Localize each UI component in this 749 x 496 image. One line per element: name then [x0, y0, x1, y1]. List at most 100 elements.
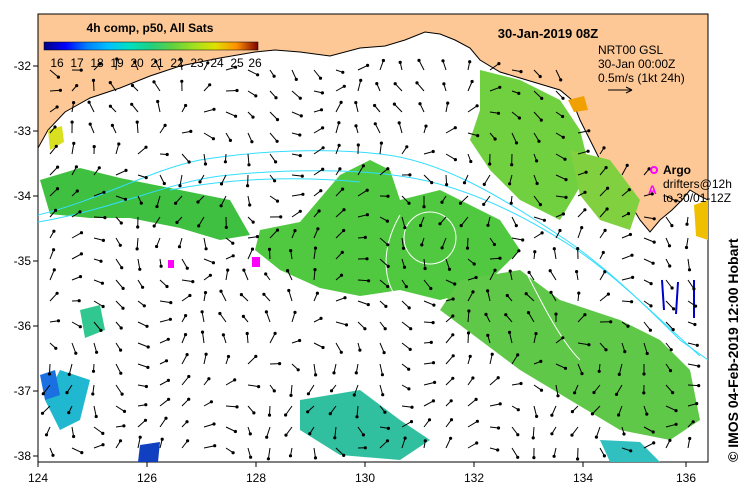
current-vector-head	[431, 361, 436, 365]
current-vector	[181, 354, 188, 365]
current-vector-head	[504, 313, 508, 317]
current-vector-head	[383, 327, 387, 331]
current-vector-head	[117, 142, 121, 146]
current-vector-head	[609, 320, 613, 324]
info-line-3: 0.5m/s (1kt 24h)	[598, 71, 685, 85]
current-vector-head	[78, 325, 82, 329]
current-vector-head	[373, 122, 377, 126]
current-vector-head	[203, 162, 208, 166]
current-vector-head	[405, 145, 409, 149]
current-vector	[577, 314, 586, 323]
current-vector-head	[55, 291, 59, 295]
current-vector-head	[431, 321, 435, 325]
current-vector-head	[119, 371, 123, 375]
current-vector-head	[164, 359, 169, 363]
current-vector-head	[313, 456, 318, 460]
current-vector	[379, 237, 389, 246]
current-vector-head	[51, 453, 55, 457]
current-vector-head	[164, 416, 168, 420]
current-vector-head	[55, 187, 60, 191]
current-vector	[115, 405, 125, 412]
current-vector-head	[155, 204, 159, 209]
current-vector-head	[361, 433, 365, 437]
colorbar-tick-label: 16	[50, 56, 64, 70]
current-vector	[225, 426, 236, 432]
current-vector-head	[341, 187, 345, 191]
current-vector-head	[651, 261, 655, 265]
current-vector	[243, 269, 249, 281]
current-vector	[401, 437, 406, 449]
current-vector-head	[492, 242, 496, 247]
current-vector	[401, 237, 404, 249]
current-vector-head	[120, 392, 124, 396]
current-vector	[203, 423, 215, 428]
current-vector-head	[539, 388, 544, 392]
y-tick-label: -36	[14, 319, 32, 333]
current-vector-head	[136, 225, 140, 229]
current-vector	[71, 143, 75, 155]
current-vector-head	[174, 201, 178, 205]
current-vector-head	[293, 229, 297, 233]
current-vector-head	[156, 99, 160, 104]
current-vector-head	[474, 275, 478, 280]
current-vector-head	[53, 125, 57, 129]
current-vector	[93, 80, 95, 92]
current-vector-head	[427, 418, 432, 422]
current-vector	[379, 60, 384, 71]
current-vector-head	[594, 435, 599, 439]
current-vector-head	[507, 330, 512, 334]
current-vector-head	[508, 269, 512, 273]
current-vector	[374, 123, 381, 134]
current-vector-head	[647, 167, 651, 171]
current-vector-head	[52, 268, 56, 272]
current-vector-head	[496, 448, 500, 452]
current-vector-head	[386, 243, 390, 247]
current-vector	[533, 333, 537, 344]
current-vector	[115, 279, 124, 289]
current-vector-head	[577, 291, 581, 295]
colorbar-tick-label: 17	[70, 56, 84, 70]
current-vector	[203, 132, 214, 140]
current-vector	[93, 405, 97, 417]
current-vector-head	[561, 212, 566, 216]
current-vector-head	[561, 114, 565, 119]
current-vector-head	[587, 129, 591, 133]
current-vector-head	[342, 208, 346, 212]
land-mass	[38, 14, 708, 233]
current-vector	[357, 189, 368, 197]
current-vector-head	[88, 122, 92, 126]
current-vector-head	[99, 259, 103, 263]
current-vector	[115, 300, 124, 309]
current-vector-head	[191, 280, 195, 284]
current-vector	[445, 127, 456, 134]
current-vector	[290, 384, 293, 396]
current-vector	[179, 174, 183, 186]
current-vector-head	[207, 377, 211, 381]
current-vector-head	[264, 272, 268, 276]
current-vector	[291, 111, 302, 117]
current-vector	[621, 254, 633, 260]
current-vector-head	[251, 115, 255, 119]
current-vector-head	[496, 376, 500, 380]
current-vector-head	[508, 182, 512, 186]
current-vector-head	[469, 159, 473, 164]
current-vector	[153, 81, 161, 92]
current-vector	[460, 216, 469, 226]
current-vector-head	[407, 387, 411, 391]
current-vector-head	[248, 203, 252, 207]
current-vector-head	[183, 333, 188, 337]
current-vector-head	[329, 389, 334, 393]
current-vector	[665, 423, 677, 428]
current-vector-head	[208, 83, 212, 87]
current-vector-head	[284, 433, 288, 437]
current-vector	[533, 111, 542, 121]
current-vector-head	[383, 410, 387, 414]
current-vector	[398, 122, 403, 134]
current-vector	[621, 189, 630, 197]
current-vector-head	[241, 314, 245, 318]
current-vector-head	[338, 167, 342, 171]
current-vector-head	[299, 114, 303, 118]
current-vector	[665, 279, 673, 289]
current-vector-head	[365, 213, 369, 217]
current-vector-head	[674, 409, 678, 413]
